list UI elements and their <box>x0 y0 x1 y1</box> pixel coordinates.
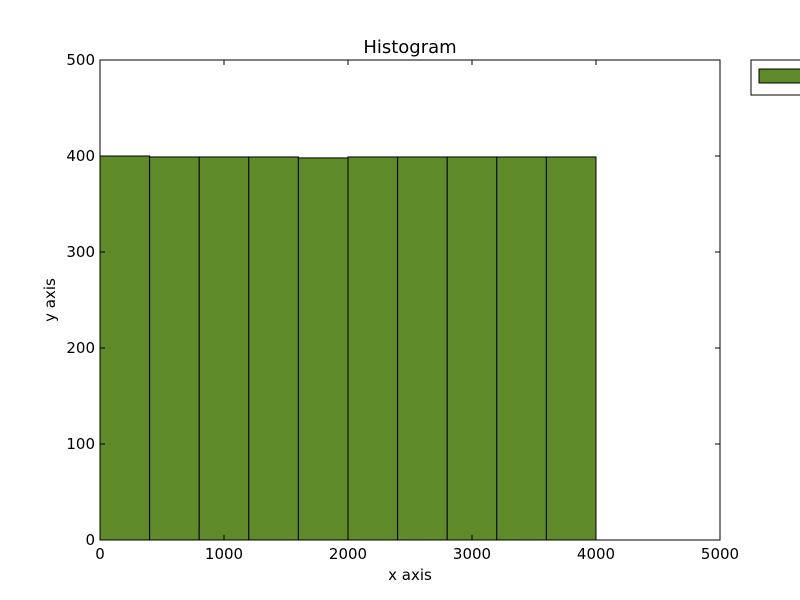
x-tick-label-5: 5000 <box>701 545 739 563</box>
y-tick-label-1: 100 <box>66 435 95 453</box>
plot-frame <box>99 59 721 541</box>
histogram-bar-2 <box>198 156 250 541</box>
legend-swatch <box>758 68 800 84</box>
x-tick-label-0: 0 <box>95 545 105 563</box>
x-tick-label-1: 1000 <box>205 545 243 563</box>
x-tick-label-2: 2000 <box>329 545 367 563</box>
x-axis-label: x axis <box>388 566 432 584</box>
ticks-group: 0 1000 2000 3000 4000 5000 0 100 200 300 400 500 <box>66 51 739 563</box>
y-tick-label-4: 400 <box>66 147 95 165</box>
bars-group <box>99 155 597 541</box>
histogram-bar-6 <box>397 156 448 541</box>
histogram-bar-9 <box>545 156 597 541</box>
histogram-bar-5 <box>347 156 399 541</box>
y-tick-label-2: 200 <box>66 339 95 357</box>
histogram-bar-7 <box>446 156 498 541</box>
y-tick-label-3: 300 <box>66 243 95 261</box>
histogram-bar-1 <box>149 156 200 541</box>
histogram-bar-3 <box>248 156 299 541</box>
histogram-bar-8 <box>496 156 547 541</box>
y-axis-label: y axis <box>41 278 59 322</box>
histogram-bar-4 <box>297 157 349 541</box>
x-tick-label-3: 3000 <box>453 545 491 563</box>
x-tick-label-4: 4000 <box>577 545 615 563</box>
y-tick-label-5: 500 <box>66 51 95 69</box>
legend <box>750 59 800 96</box>
y-tick-label-0: 0 <box>85 531 95 549</box>
histogram-bar-0 <box>99 155 151 541</box>
chart-title: Histogram <box>363 37 456 58</box>
